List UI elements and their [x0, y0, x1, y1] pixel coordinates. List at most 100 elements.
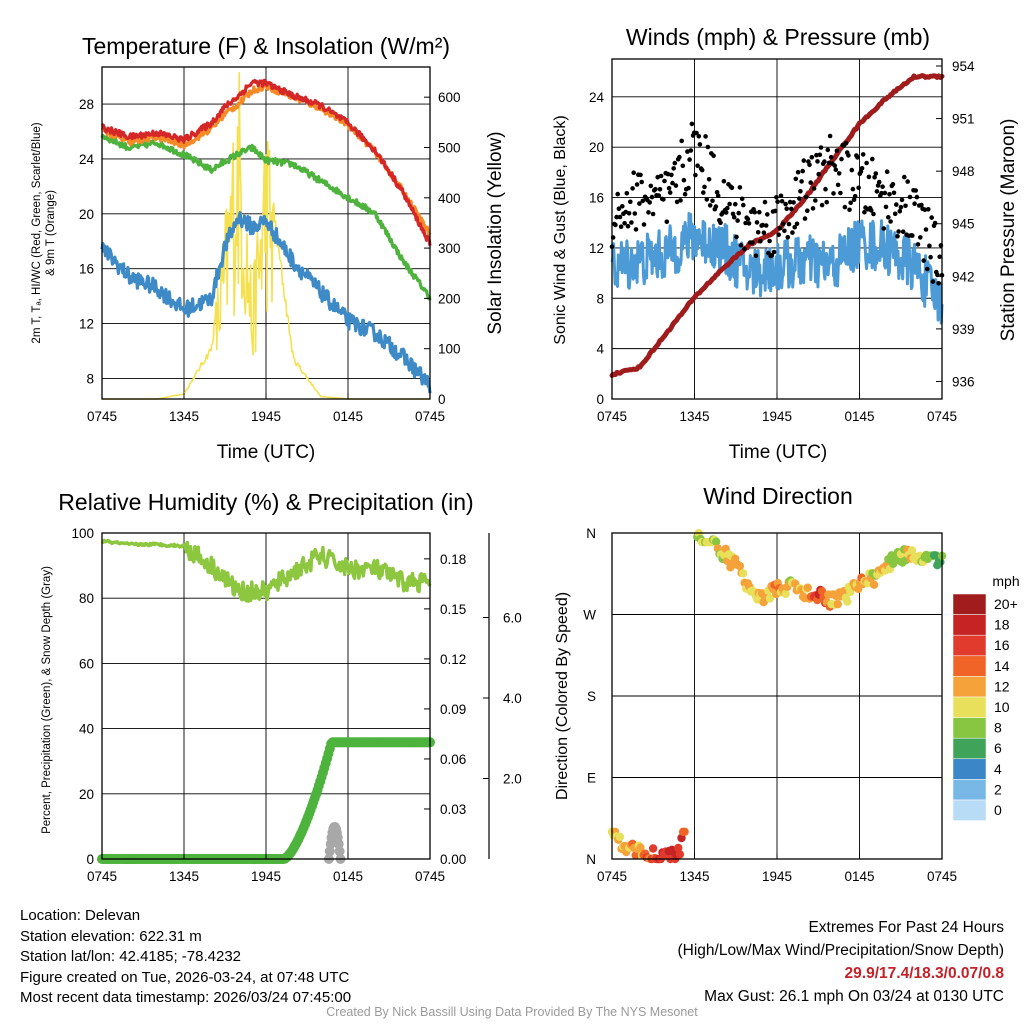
- gust-point: [913, 188, 918, 193]
- gust-point: [689, 121, 695, 127]
- gust-point: [706, 177, 712, 182]
- gust-point: [790, 230, 795, 235]
- direction-point: [675, 850, 685, 859]
- series-hi-wc: [100, 211, 432, 394]
- gust-point: [649, 194, 655, 200]
- y2-tick-label: 954: [952, 59, 975, 74]
- x-tick-label: 0145: [333, 409, 363, 424]
- y2-tick-label: 0.18: [440, 552, 466, 567]
- gust-point: [734, 234, 739, 240]
- gust-point: [884, 169, 890, 174]
- gust-point: [670, 180, 675, 186]
- gust-point: [773, 208, 778, 214]
- gust-point: [794, 221, 800, 227]
- series-relative-humidity: [100, 538, 432, 603]
- gust-point: [881, 226, 887, 231]
- x-tick-label: 1945: [762, 409, 792, 424]
- gust-point: [782, 228, 787, 234]
- wind-direction-axis-ticks: N E S W N: [583, 526, 943, 867]
- gust-point: [707, 203, 713, 208]
- gust-point: [896, 229, 901, 234]
- gust-point: [899, 197, 905, 203]
- direction-point: [738, 569, 748, 578]
- y2-tick-label: 0.15: [440, 602, 466, 617]
- x-tick-label: 1345: [169, 409, 199, 424]
- gust-point: [883, 204, 889, 210]
- gust-point: [657, 187, 663, 192]
- gust-point: [798, 189, 803, 194]
- legend-swatch: [952, 593, 987, 615]
- gust-point: [745, 216, 751, 222]
- y-tick-label: 40: [79, 722, 94, 737]
- gust-point: [746, 221, 752, 226]
- gust-point: [618, 224, 624, 229]
- gust-point: [823, 186, 828, 192]
- temperature-y2label: Solar Insolation (Yellow): [485, 131, 506, 334]
- gust-point: [903, 203, 908, 209]
- temperature-ylabel-1: 2m T, Tₐ, HI/WC (Red, Green, Scarlet/Blu…: [31, 122, 43, 343]
- gust-point: [900, 229, 906, 234]
- gust-point: [926, 207, 931, 212]
- direction-point: [765, 594, 775, 603]
- gust-point: [891, 190, 897, 196]
- gust-point: [814, 152, 819, 158]
- gust-point: [739, 196, 745, 202]
- gust-point: [647, 200, 652, 205]
- legend-label: 20+: [994, 596, 1018, 612]
- gust-point: [919, 202, 924, 208]
- wind-series: [609, 73, 945, 378]
- gust-point: [923, 227, 929, 232]
- y2-tick-label: 945: [952, 217, 975, 232]
- gust-point: [890, 182, 896, 187]
- gust-point: [711, 153, 716, 158]
- gust-point: [789, 206, 794, 212]
- gust-point: [928, 254, 933, 260]
- y-tick-label: W: [583, 608, 596, 623]
- gust-point: [850, 186, 856, 192]
- gust-point: [910, 233, 915, 238]
- gust-point: [682, 191, 688, 197]
- gust-point: [702, 184, 707, 190]
- gust-point: [753, 253, 759, 259]
- y-tick-label: 80: [79, 591, 94, 606]
- gust-point: [852, 193, 858, 199]
- gust-point: [737, 185, 743, 190]
- series-station-pressure: [609, 73, 945, 378]
- gust-point: [860, 152, 866, 157]
- legend-label: 14: [994, 658, 1010, 674]
- y3-tick-label: 6.0: [503, 611, 522, 626]
- gust-point: [760, 222, 765, 228]
- gust-point: [614, 214, 619, 220]
- gust-point: [775, 199, 780, 204]
- gust-point: [631, 170, 636, 175]
- legend-swatch: [952, 737, 987, 760]
- y2-tick-label: 942: [952, 269, 975, 284]
- gust-point: [638, 172, 643, 178]
- gust-point: [697, 142, 703, 147]
- gust-point: [695, 163, 700, 168]
- gust-point: [929, 215, 934, 220]
- gust-point: [784, 206, 789, 212]
- gust-point: [937, 254, 942, 260]
- x-tick-label: 0745: [87, 869, 117, 884]
- gust-point: [736, 210, 741, 216]
- extremes-values: 29.9/17.4/18.3/0.07/0.8: [844, 965, 1004, 982]
- gust-point: [793, 176, 799, 182]
- gust-point: [673, 183, 679, 188]
- gust-point: [693, 172, 698, 178]
- gust-point: [924, 266, 930, 272]
- wind-direction-ylabel: Direction (Colored By Speed): [554, 592, 571, 800]
- gust-point: [846, 153, 851, 158]
- legend-label: 2: [994, 781, 1002, 797]
- y2-tick-label: 951: [952, 112, 975, 127]
- wind-axis-ticks: 0 4 8 12 16 20 24 936 939 942 945 948 951 954: [589, 59, 975, 407]
- gust-point: [847, 207, 852, 213]
- x-tick-label: 1945: [251, 409, 281, 424]
- gust-point: [650, 211, 656, 217]
- gust-point: [805, 208, 810, 213]
- gust-point: [613, 222, 618, 228]
- gust-point: [735, 218, 740, 223]
- y-tick-label: 60: [79, 656, 94, 671]
- gust-point: [626, 211, 632, 216]
